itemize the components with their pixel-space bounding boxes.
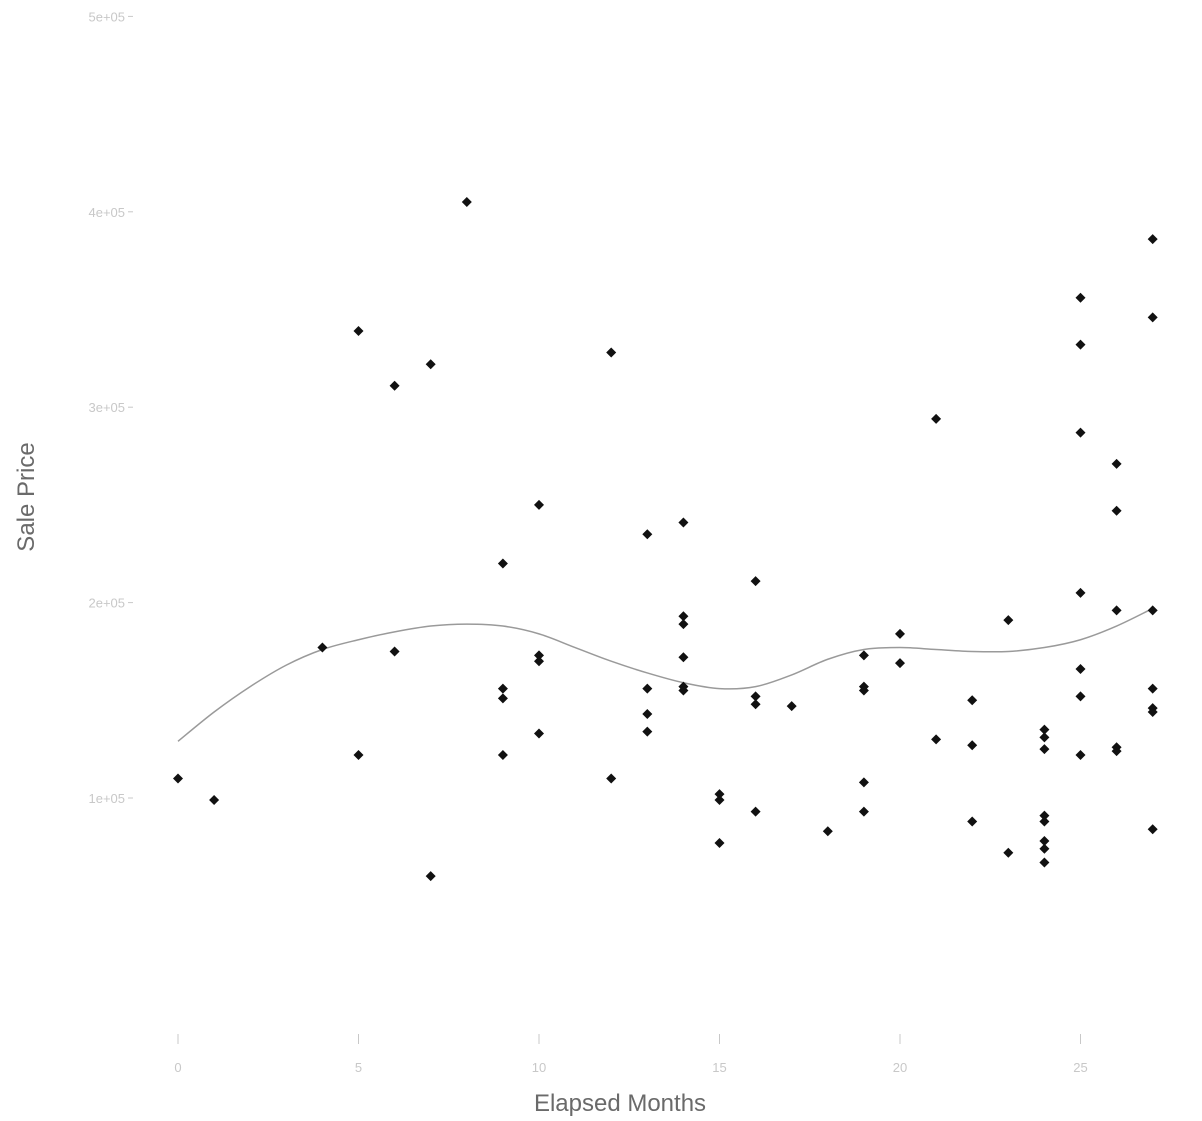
data-point [786,701,797,712]
data-point [534,650,544,661]
x-axis: 0 5 10 15 20 25 [174,1034,1088,1075]
data-point [606,773,617,784]
data-point [858,806,869,817]
data-point [317,642,328,653]
data-point [967,816,978,827]
data-point [461,197,472,208]
data-point [389,380,400,391]
data-point [1147,683,1158,694]
data-point [1075,587,1086,598]
data-point [1039,732,1050,743]
data-point [1075,427,1086,438]
data-point [209,794,220,805]
data-point [1075,750,1086,761]
data-point [714,789,725,800]
data-point [425,359,436,370]
x-tick-label: 20 [893,1060,907,1075]
data-point [822,826,833,837]
data-point [750,699,761,710]
data-point [967,695,978,706]
y-tick-label: 5e+05 [88,9,125,24]
data-point [642,726,653,737]
data-point [497,750,508,761]
x-axis-title: Elapsed Months [534,1090,706,1117]
data-point [858,777,869,788]
data-point [353,750,364,761]
data-point [750,691,761,702]
data-point [678,619,689,630]
data-point [1039,816,1050,827]
data-point [1039,724,1050,735]
y-tick-label: 3e+05 [88,400,125,415]
data-point [858,685,869,696]
data-point [1111,746,1122,757]
data-point [1147,605,1158,616]
points-layer [173,197,1158,882]
data-point [642,708,653,719]
x-tick-label: 15 [712,1060,726,1075]
y-tick-label: 2e+05 [88,596,125,611]
data-point [967,740,978,751]
smooth-trend-line [177,607,1154,742]
data-point [1111,458,1122,469]
data-point [714,837,725,848]
data-point [678,652,689,663]
data-point [1003,615,1014,626]
data-point [1147,312,1158,323]
data-point [931,413,942,424]
data-point [678,685,689,696]
data-point [750,576,761,587]
data-point [497,683,508,694]
data-point [750,806,761,817]
data-point [606,347,617,358]
data-point [1075,339,1086,350]
data-point [1147,824,1158,835]
data-point [1075,664,1086,675]
data-point [497,693,508,704]
x-tick-label: 10 [532,1060,546,1075]
data-point [1039,857,1050,868]
x-tick-label: 0 [174,1060,181,1075]
data-point [678,611,689,622]
data-point [895,628,905,639]
data-point [1075,292,1086,303]
data-point [534,656,544,667]
x-tick-label: 5 [355,1060,362,1075]
data-point [1111,605,1122,616]
data-point [1075,691,1086,702]
data-point [1039,810,1050,821]
data-point [1147,707,1158,718]
data-point [642,683,653,694]
data-point [353,325,364,336]
data-point [1003,847,1014,858]
data-point [389,646,400,657]
smooth-layer [177,607,1154,742]
data-point [1039,744,1050,755]
data-point [1039,843,1050,854]
data-point [173,773,183,784]
data-point [534,499,544,510]
y-axis: 1e+05 2e+05 3e+05 4e+05 5e+05 [88,9,133,806]
data-point [497,558,508,569]
data-point [425,871,436,882]
data-point [1147,234,1158,245]
y-tick-label: 4e+05 [88,205,125,220]
data-point [714,794,725,805]
x-tick-label: 25 [1073,1060,1087,1075]
data-point [642,529,653,540]
y-axis-title: Sale Price [13,442,40,551]
data-point [534,728,544,739]
data-point [1039,835,1050,846]
data-point [858,650,869,661]
data-point [895,658,905,669]
data-point [678,517,689,528]
y-tick-label: 1e+05 [88,791,125,806]
data-point [1111,505,1122,516]
data-point [931,734,942,745]
